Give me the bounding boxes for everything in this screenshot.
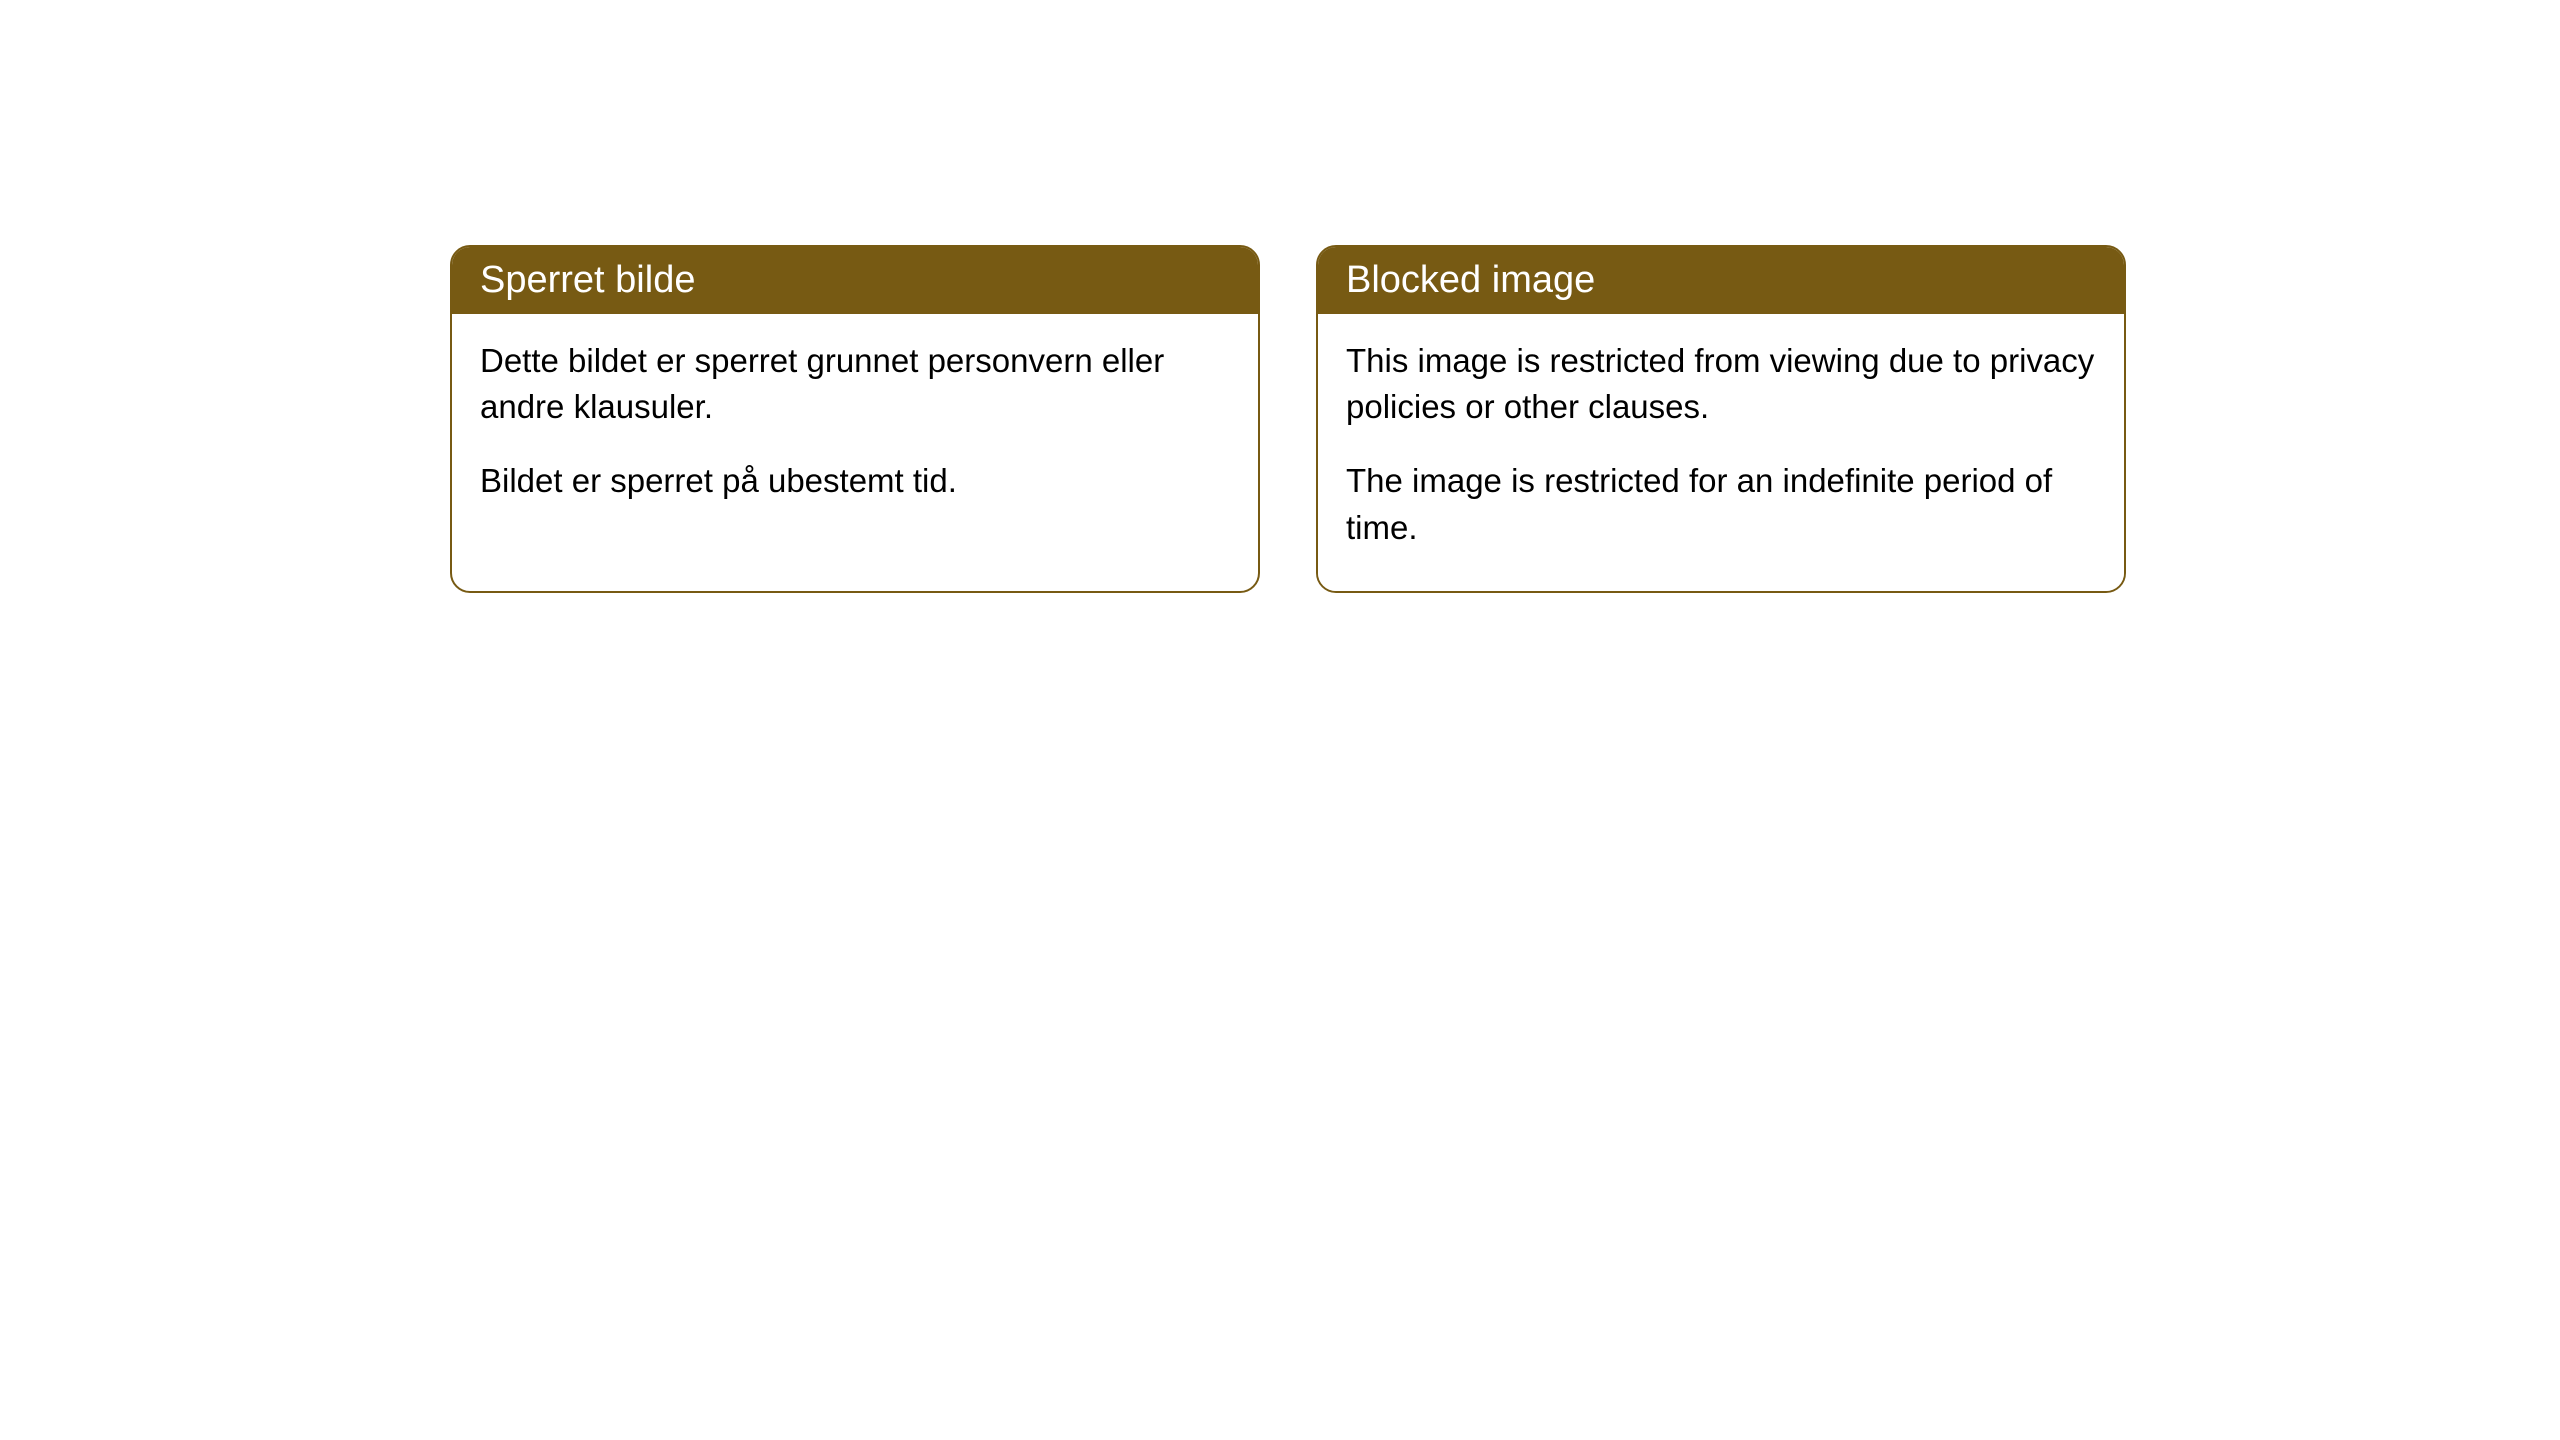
card-paragraph: This image is restricted from viewing du… [1346, 338, 2096, 430]
notice-card-norwegian: Sperret bilde Dette bildet er sperret gr… [450, 245, 1260, 593]
card-paragraph: Bildet er sperret på ubestemt tid. [480, 458, 1230, 504]
notice-cards-container: Sperret bilde Dette bildet er sperret gr… [450, 245, 2126, 593]
card-paragraph: The image is restricted for an indefinit… [1346, 458, 2096, 550]
card-body: This image is restricted from viewing du… [1318, 314, 2124, 591]
card-header: Blocked image [1318, 247, 2124, 314]
card-paragraph: Dette bildet er sperret grunnet personve… [480, 338, 1230, 430]
card-title: Blocked image [1346, 259, 1595, 301]
card-header: Sperret bilde [452, 247, 1258, 314]
notice-card-english: Blocked image This image is restricted f… [1316, 245, 2126, 593]
card-title: Sperret bilde [480, 259, 695, 301]
card-body: Dette bildet er sperret grunnet personve… [452, 314, 1258, 545]
